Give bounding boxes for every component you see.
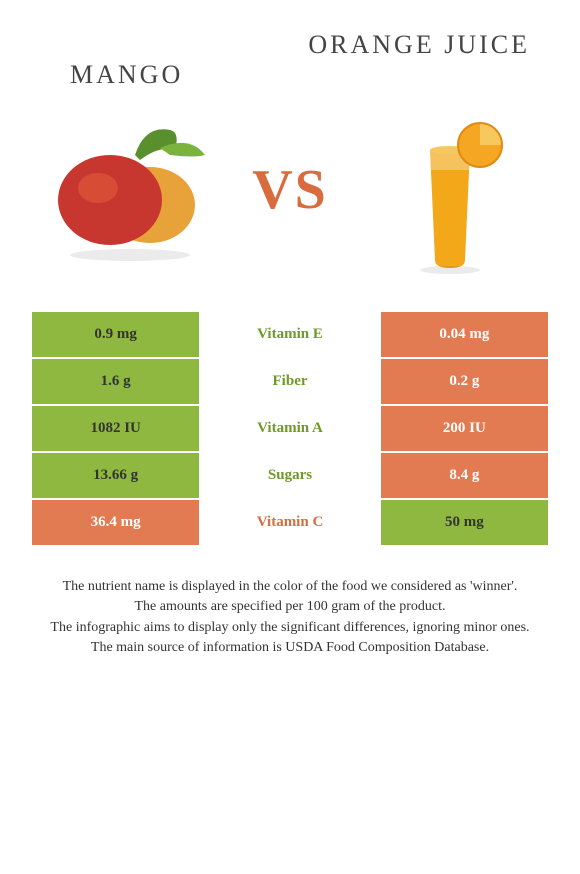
right-value: 8.4 g	[380, 452, 549, 499]
right-value: 50 mg	[380, 499, 549, 546]
nutrient-name: Vitamin C	[200, 499, 379, 546]
vs-label: VS	[252, 158, 328, 222]
nutrient-name: Vitamin A	[200, 405, 379, 452]
right-value: 0.2 g	[380, 358, 549, 405]
table-row: 36.4 mgVitamin C50 mg	[31, 499, 549, 546]
right-value: 0.04 mg	[380, 311, 549, 358]
title-orange-juice: Orange Juice	[300, 30, 540, 60]
orange-juice-image	[360, 100, 540, 280]
table-row: 13.66 gSugars8.4 g	[31, 452, 549, 499]
footer-line: The infographic aims to display only the…	[30, 618, 550, 638]
table-row: 1082 IUVitamin A200 IU	[31, 405, 549, 452]
nutrition-table: 0.9 mgVitamin E0.04 mg1.6 gFiber0.2 g108…	[30, 310, 550, 547]
left-value: 13.66 g	[31, 452, 200, 499]
right-value: 200 IU	[380, 405, 549, 452]
footer-notes: The nutrient name is displayed in the co…	[0, 577, 580, 658]
left-value: 1.6 g	[31, 358, 200, 405]
table-row: 0.9 mgVitamin E0.04 mg	[31, 311, 549, 358]
nutrient-name: Fiber	[200, 358, 379, 405]
table-row: 1.6 gFiber0.2 g	[31, 358, 549, 405]
footer-line: The main source of information is USDA F…	[30, 638, 550, 658]
title-mango: Mango	[40, 60, 300, 90]
left-value: 1082 IU	[31, 405, 200, 452]
left-value: 0.9 mg	[31, 311, 200, 358]
left-value: 36.4 mg	[31, 499, 200, 546]
footer-line: The nutrient name is displayed in the co…	[30, 577, 550, 597]
mango-image	[40, 100, 220, 280]
nutrient-name: Vitamin E	[200, 311, 379, 358]
nutrient-name: Sugars	[200, 452, 379, 499]
footer-line: The amounts are specified per 100 gram o…	[30, 597, 550, 617]
